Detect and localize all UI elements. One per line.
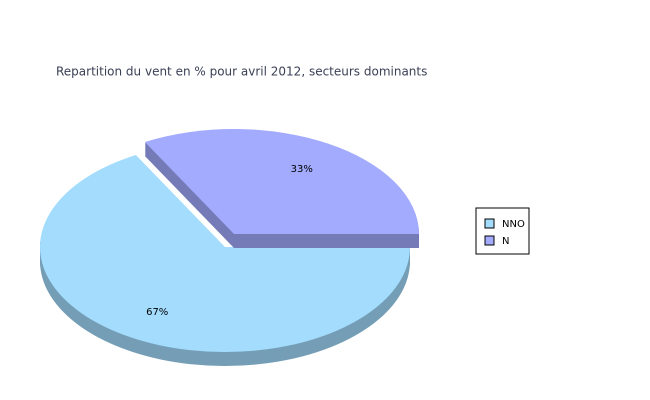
legend-box [475,207,530,255]
data-label: 33% [291,164,313,175]
legend-label: N [502,236,509,247]
pie-slice [144,129,420,234]
chart-title: Repartition du vent en % pour avril 2012… [56,65,427,79]
legend-label: NNO [502,219,525,230]
data-label: 67% [146,307,168,318]
pie-slice [40,154,411,352]
legend-swatch [484,235,495,246]
legend-swatch [484,218,495,229]
